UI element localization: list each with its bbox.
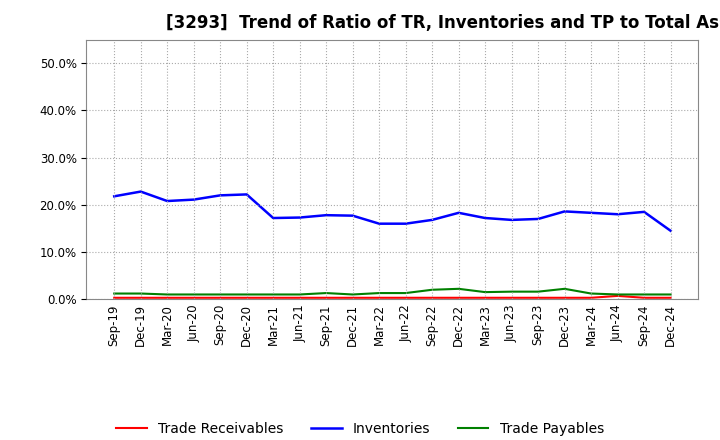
Trade Payables [534, 289, 542, 294]
Line: Trade Receivables: Trade Receivables [114, 296, 670, 298]
Trade Receivables [666, 295, 675, 301]
Inventories [508, 217, 516, 223]
Trade Payables [401, 290, 410, 296]
Trade Receivables [322, 295, 330, 301]
Trade Payables [454, 286, 463, 291]
Legend: Trade Receivables, Inventories, Trade Payables: Trade Receivables, Inventories, Trade Pa… [111, 417, 609, 440]
Trade Payables [481, 290, 490, 295]
Inventories [428, 217, 436, 223]
Trade Payables [269, 292, 277, 297]
Trade Receivables [189, 295, 198, 301]
Text: [3293]  Trend of Ratio of TR, Inventories and TP to Total Assets: [3293] Trend of Ratio of TR, Inventories… [166, 15, 720, 33]
Trade Payables [640, 292, 649, 297]
Trade Receivables [216, 295, 225, 301]
Inventories [189, 197, 198, 202]
Inventories [454, 210, 463, 216]
Inventories [666, 228, 675, 233]
Inventories [587, 210, 595, 216]
Trade Receivables [375, 295, 384, 301]
Inventories [243, 192, 251, 197]
Trade Payables [136, 291, 145, 296]
Inventories [163, 198, 171, 204]
Inventories [295, 215, 304, 220]
Inventories [481, 215, 490, 220]
Trade Receivables [454, 295, 463, 301]
Trade Receivables [401, 295, 410, 301]
Trade Receivables [508, 295, 516, 301]
Inventories [216, 193, 225, 198]
Trade Payables [348, 292, 357, 297]
Trade Receivables [428, 295, 436, 301]
Inventories [560, 209, 569, 214]
Trade Payables [322, 290, 330, 296]
Inventories [136, 189, 145, 194]
Line: Trade Payables: Trade Payables [114, 289, 670, 294]
Trade Payables [295, 292, 304, 297]
Trade Receivables [136, 295, 145, 301]
Inventories [322, 213, 330, 218]
Trade Receivables [587, 295, 595, 301]
Trade Receivables [560, 295, 569, 301]
Trade Receivables [110, 295, 119, 301]
Inventories [613, 212, 622, 217]
Inventories [110, 194, 119, 199]
Trade Payables [163, 292, 171, 297]
Trade Payables [243, 292, 251, 297]
Trade Receivables [481, 295, 490, 301]
Trade Receivables [163, 295, 171, 301]
Trade Receivables [534, 295, 542, 301]
Trade Receivables [613, 293, 622, 298]
Trade Receivables [269, 295, 277, 301]
Inventories [348, 213, 357, 218]
Trade Payables [189, 292, 198, 297]
Inventories [401, 221, 410, 226]
Trade Receivables [348, 295, 357, 301]
Inventories [534, 216, 542, 222]
Trade Payables [587, 291, 595, 296]
Trade Receivables [243, 295, 251, 301]
Trade Payables [508, 289, 516, 294]
Trade Payables [110, 291, 119, 296]
Trade Receivables [295, 295, 304, 301]
Trade Payables [375, 290, 384, 296]
Inventories [640, 209, 649, 215]
Trade Payables [613, 292, 622, 297]
Trade Payables [216, 292, 225, 297]
Line: Inventories: Inventories [114, 191, 670, 231]
Trade Receivables [640, 295, 649, 301]
Trade Payables [666, 292, 675, 297]
Inventories [375, 221, 384, 226]
Trade Payables [560, 286, 569, 291]
Trade Payables [428, 287, 436, 293]
Inventories [269, 215, 277, 220]
